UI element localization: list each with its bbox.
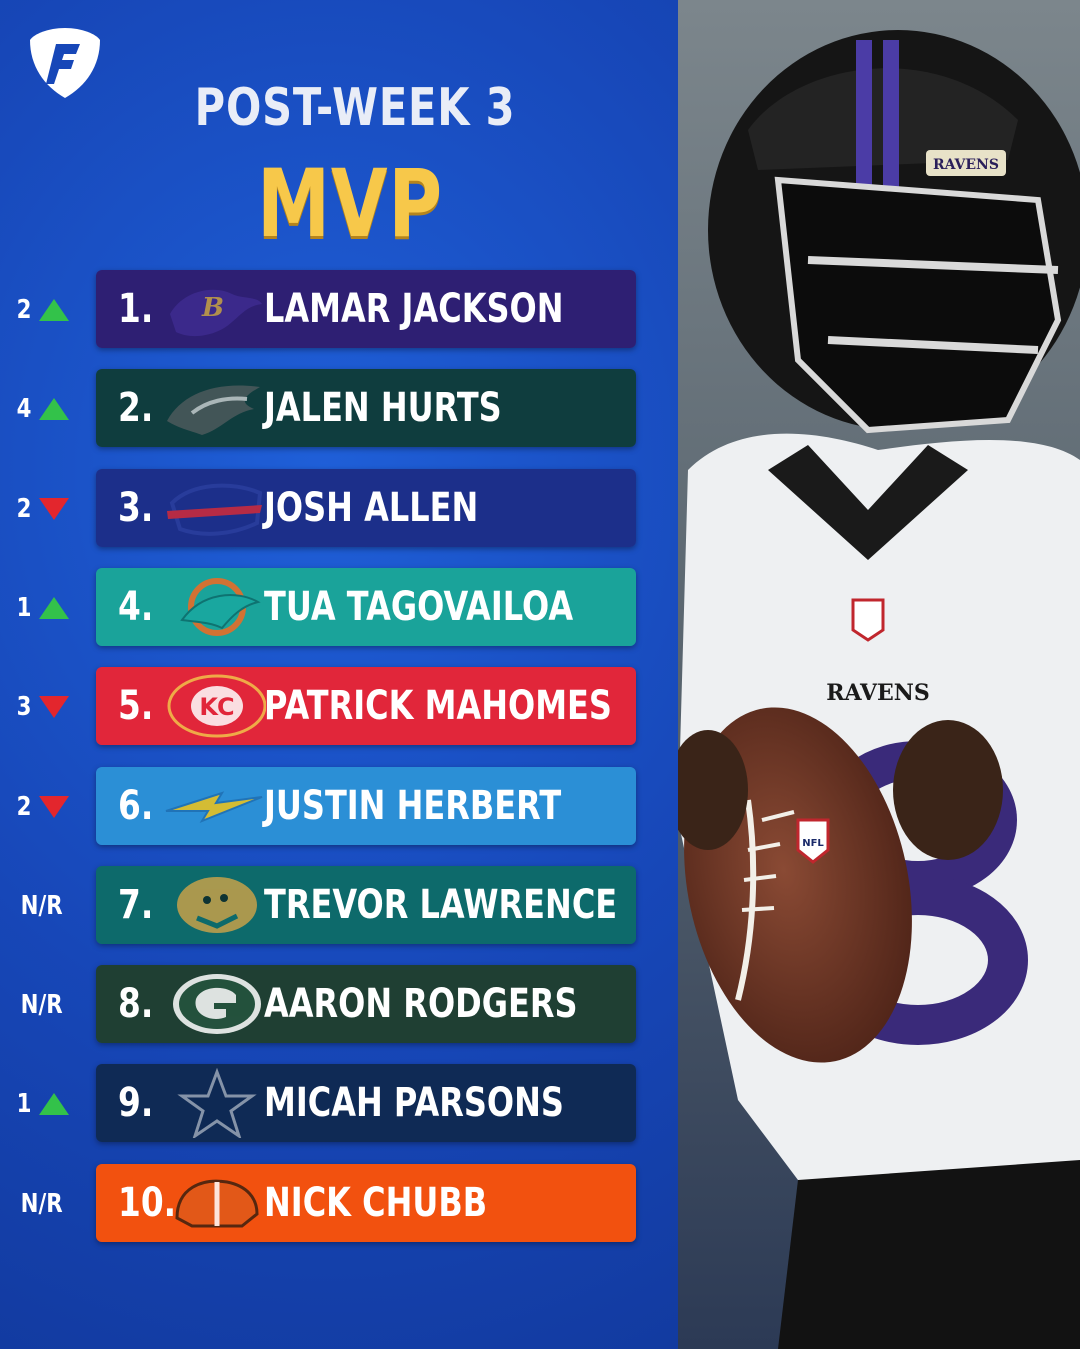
helmet-label: RAVENS <box>933 157 999 173</box>
cowboys-logo-icon <box>177 1068 257 1139</box>
rank-change: N/R <box>0 965 84 1045</box>
ravens-logo-icon: B <box>170 289 262 337</box>
player-name: JALEN HURTS <box>264 385 502 432</box>
rank-number: 8. <box>118 981 154 1028</box>
jersey-label: RAVENS <box>826 680 930 706</box>
player-card: 6. JUSTIN HERBERT <box>96 766 636 845</box>
rank-change: 2 <box>0 270 84 350</box>
ladder-row: 1 4. TUA TAGOVAILOA <box>0 567 640 648</box>
player-card: 10. NICK CHUBB <box>96 1163 636 1242</box>
browns-logo-icon <box>175 1179 259 1228</box>
player-card: 5. KC PATRICK MAHOMES <box>96 667 636 746</box>
player-name: PATRICK MAHOMES <box>264 683 612 730</box>
ladder-row: 2 1. B LAMAR JACKSON <box>0 270 640 350</box>
player-name: JUSTIN HERBERT <box>264 782 562 829</box>
svg-text:KC: KC <box>199 693 234 721</box>
rank-change: 2 <box>0 469 84 549</box>
bills-logo-icon <box>167 483 263 536</box>
player-name: TREVOR LAWRENCE <box>264 881 618 928</box>
player-card: 9. MICAH PARSONS <box>96 1064 636 1143</box>
arrow-up-icon <box>39 299 70 321</box>
player-card: 1. B LAMAR JACKSON <box>96 270 636 348</box>
rank-number: 10. <box>118 1179 177 1226</box>
packers-logo-icon <box>173 974 261 1035</box>
chiefs-logo-icon: KC <box>167 674 266 738</box>
rank-change: 1 <box>0 1064 84 1144</box>
rank-change-value: N/R <box>20 890 64 921</box>
rank-number: 2. <box>118 385 154 432</box>
rank-change-value: 2 <box>16 791 32 822</box>
rank-change-value: N/R <box>20 990 64 1021</box>
ladder-row: 2 3. JOSH ALLEN <box>0 468 640 549</box>
jaguars-logo-icon <box>177 876 257 933</box>
svg-text:B: B <box>201 293 224 323</box>
rank-number: 7. <box>118 881 154 928</box>
rank-change-value: 4 <box>16 394 32 425</box>
page-subtitle: POST-WEEK 3 <box>194 78 516 138</box>
rank-number: 4. <box>118 583 154 630</box>
ladder-row: 2 6. JUSTIN HERBERT <box>0 766 640 847</box>
rank-change: 2 <box>0 767 84 847</box>
chargers-logo-icon <box>165 790 263 823</box>
rank-number: 9. <box>118 1080 154 1127</box>
fanduel-logo-icon <box>30 28 100 98</box>
player-card: 7. TREVOR LAWRENCE <box>96 865 636 944</box>
rank-change-value: 2 <box>16 493 32 524</box>
ladder-row: N/R 8. AARON RODGERS <box>0 965 640 1045</box>
rank-number: 5. <box>118 683 154 730</box>
arrow-down-icon <box>39 795 70 818</box>
rank-change: N/R <box>0 1164 84 1244</box>
rank-change-value: N/R <box>20 1188 64 1219</box>
arrow-up-icon <box>39 1093 70 1116</box>
nfl-shield-icon <box>851 598 885 642</box>
player-photo: RAVENS RAVENS NFL <box>678 0 1080 1349</box>
ladder-row: N/R 7. TREVOR LAWRENCE <box>0 865 640 946</box>
dolphins-logo-icon <box>180 577 261 636</box>
arrow-up-icon <box>39 398 70 421</box>
player-card: 3. JOSH ALLEN <box>96 468 636 547</box>
player-card: 2. JALEN HURTS <box>96 369 636 448</box>
ladder-row: 3 5. KC PATRICK MAHOMES <box>0 667 640 747</box>
ball-label: NFL <box>802 838 824 849</box>
player-name: LAMAR JACKSON <box>264 286 564 332</box>
rank-change-value: 1 <box>16 1089 32 1120</box>
arrow-up-icon <box>39 596 70 619</box>
player-name: JOSH ALLEN <box>264 484 479 531</box>
player-name: NICK CHUBB <box>264 1179 488 1226</box>
ladder-row: N/R 10. NICK CHUBB <box>0 1163 640 1244</box>
rank-number: 1. <box>118 286 154 332</box>
rank-change: 3 <box>0 667 84 747</box>
rank-change: 4 <box>0 369 84 449</box>
eagles-logo-icon <box>167 385 260 436</box>
player-name: AARON RODGERS <box>264 981 578 1028</box>
ladder-row: 4 2. JALEN HURTS <box>0 369 640 449</box>
player-card: 8. AARON RODGERS <box>96 965 636 1044</box>
rank-number: 6. <box>118 782 154 829</box>
arrow-down-icon <box>39 497 70 520</box>
rank-change-value: 2 <box>16 295 32 325</box>
ladder-row: 1 9. MICAH PARSONS <box>0 1064 640 1144</box>
rank-change: N/R <box>0 866 84 946</box>
quarterback-illustration: RAVENS RAVENS NFL <box>678 0 1080 1349</box>
rank-change-value: 1 <box>16 592 32 623</box>
arrow-down-icon <box>39 696 70 719</box>
rank-change-value: 3 <box>16 692 32 723</box>
player-card: 4. TUA TAGOVAILOA <box>96 567 636 646</box>
rank-number: 3. <box>118 484 154 531</box>
rank-change: 1 <box>0 568 84 648</box>
player-name: MICAH PARSONS <box>264 1080 564 1127</box>
player-name: TUA TAGOVAILOA <box>264 583 574 630</box>
